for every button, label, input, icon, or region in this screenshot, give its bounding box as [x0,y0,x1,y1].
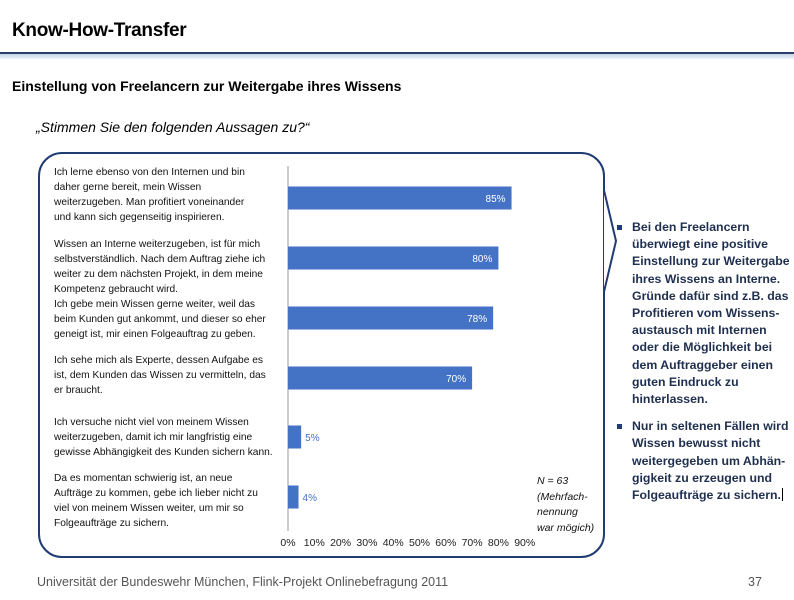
category-label-line: weiterzugeben. Man profitiert voneinande… [54,197,245,208]
category-label-line: Ich lerne ebenso von den Internen und bi… [54,167,245,178]
x-tick-label: 0% [280,537,295,549]
text-cursor [781,488,783,502]
category-label-line: selbstverständlich. Nach dem Auftrag zie… [54,254,266,265]
category-label: Wissen an Interne weiterzugeben, ist für… [54,237,286,297]
x-tick-label: 70% [462,537,483,549]
category-label-line: Wissen an Interne weiterzugeben, ist für… [54,239,261,250]
category-label-line: gewisse Abhängigkeit des Kunden sichern … [54,447,273,458]
category-label-line: geneigt ist, mir einen Folgeauftrag zu g… [54,329,256,340]
x-tick-label: 10% [304,537,325,549]
data-label: 4% [303,493,318,504]
bar [288,246,499,270]
bar [288,306,494,330]
x-tick-label: 90% [514,537,535,549]
data-label: 5% [305,433,320,444]
bar [288,485,299,509]
category-label-line: viel von meinem Wissen weiter, um mir so [54,503,244,514]
finding-item: Nur in seltenen Fällen wird Wissen bewus… [616,418,792,504]
category-label-line: Ich sehe mich als Experte, dessen Aufgab… [54,355,263,366]
x-tick-label: 60% [435,537,456,549]
category-label-line: weiter zu dem nächsten Projekt, in dem m… [54,269,263,280]
x-tick-label: 50% [409,537,430,549]
slide-subtitle: Einstellung von Freelancern zur Weiterga… [12,78,402,94]
title-divider [0,52,794,59]
x-tick-label: 40% [383,537,404,549]
survey-question: „Stimmen Sie den folgenden Aussagen zu?“ [36,119,310,135]
category-label-line: daher gerne bereit, mein Wissen [54,182,202,193]
category-label: Da es momentan schwierig ist, an neue Auf… [54,471,286,531]
footer-source: Universität der Bundeswehr München, Flin… [37,575,449,589]
category-label-line: Aufträge zu kommen, gebe ich lieber nich… [54,488,258,499]
bar [288,366,473,390]
page-number: 37 [748,575,762,589]
category-label: Ich lerne ebenso von den Internen und bi… [54,165,286,225]
slide-title: Know-How-Transfer [12,20,187,41]
category-label: Ich versuche nicht viel von meinem Wisse… [54,415,286,460]
x-tick-label: 30% [356,537,377,549]
bar [288,186,512,210]
chart-panel [38,152,605,558]
category-label-line: Ich versuche nicht viel von meinem Wisse… [54,417,249,428]
sample-size-note: N = 63 (Mehrfach- nennung war mögich) [537,475,595,534]
data-label: 85% [486,194,506,205]
category-label-line: Ich gebe mein Wissen gerne weiter, weil … [54,299,256,310]
data-label: 80% [472,254,492,265]
x-tick-label: 80% [488,537,509,549]
category-label-line: weiterzugeben, damit ich mir langfristig… [54,432,253,443]
finding-text: Nur in seltenen Fällen wird Wissen bewus… [632,419,789,503]
category-label-line: Folgeaufträge zu sichern. [54,518,169,529]
findings-list: Bei den Freelancern überwiegt eine posit… [616,219,792,514]
callout-arrow-icon [603,186,617,296]
x-tick-label: 20% [330,537,351,549]
category-label: Ich sehe mich als Experte, dessen Aufgab… [54,353,286,398]
category-label-line: er braucht. [54,385,103,396]
category-label-line: Kompetenz gebraucht wird. [54,284,179,295]
category-label-line: und kann sich gegenseitig inspirieren. [54,212,225,223]
bar [288,425,302,449]
category-label: Ich gebe mein Wissen gerne weiter, weil … [54,297,286,342]
category-label-line: ist, dem Kunden das Wissen zu vermitteln… [54,370,266,381]
data-label: 78% [467,314,487,325]
category-label-line: beim Kunden gut ankommt, und dieser so e… [54,314,266,325]
finding-text: Bei den Freelancern überwiegt eine posit… [632,220,790,407]
finding-item: Bei den Freelancern überwiegt eine posit… [616,219,792,408]
category-label-line: Da es momentan schwierig ist, an neue [54,473,233,484]
data-label: 70% [446,374,466,385]
